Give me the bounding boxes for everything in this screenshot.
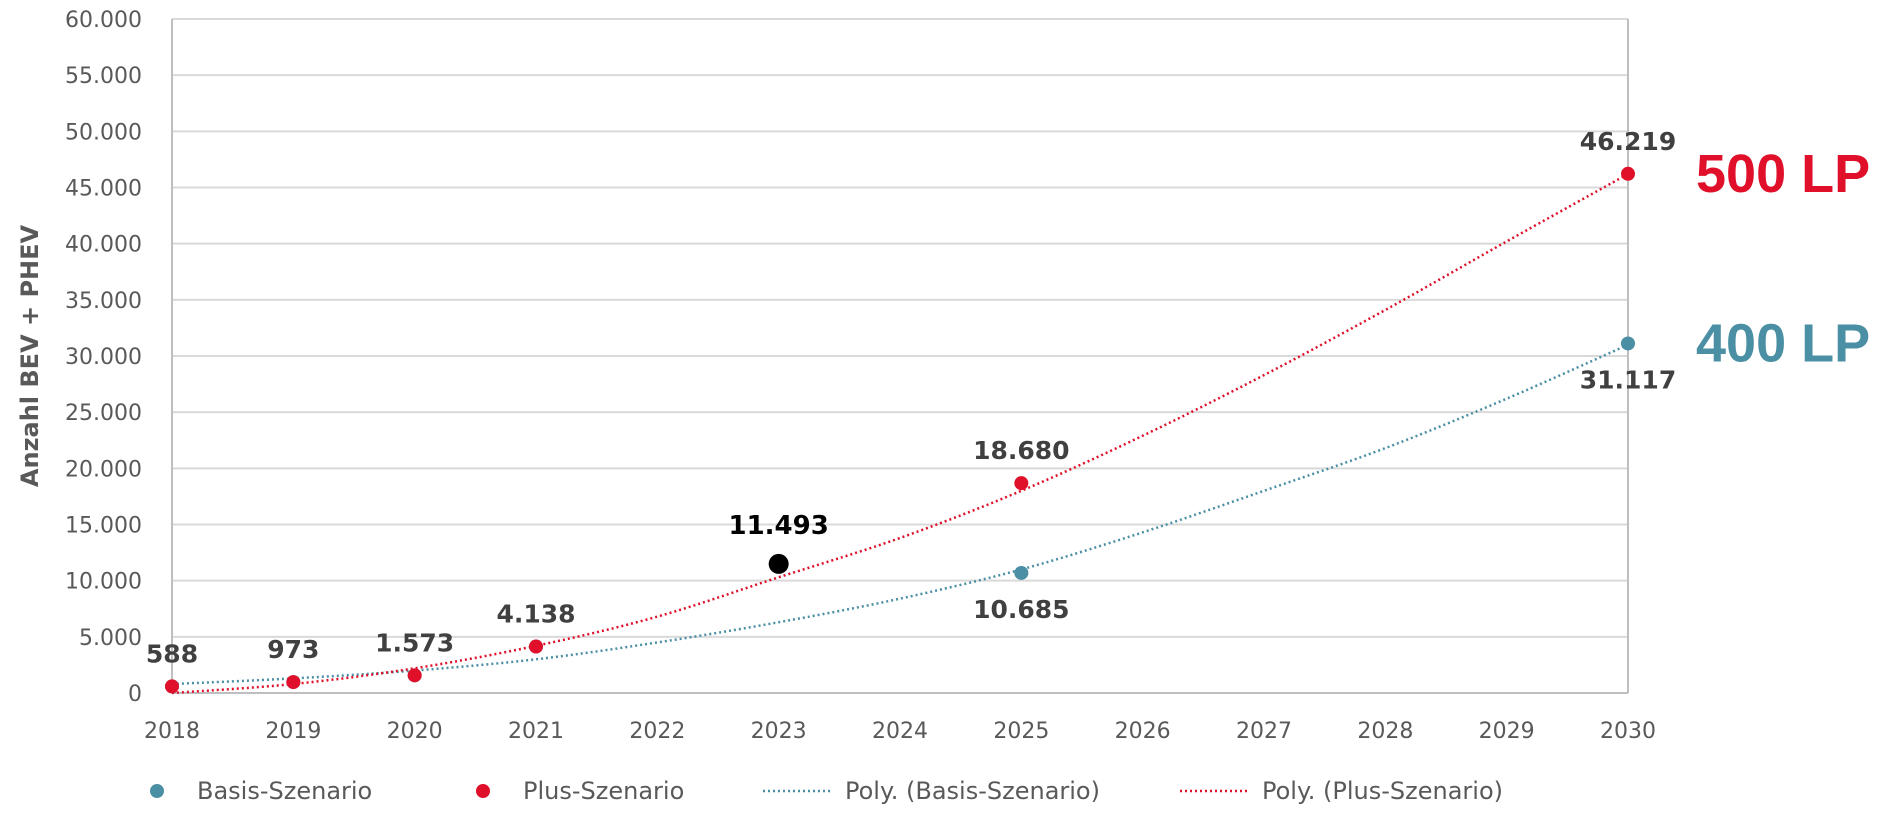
y-tick-label-10: 50.000 [65, 120, 142, 145]
annotation-500-lp: 500 LP [1696, 144, 1870, 204]
data-points [165, 166, 1635, 694]
annotations: 500 LP 400 LP [1696, 144, 1870, 374]
y-tick-label-5: 25.000 [65, 401, 142, 426]
trendlines [171, 172, 1629, 695]
x-tick-labels: 2018 2019 2020 2021 2022 2023 2024 2025 2026 2027… [144, 719, 1656, 744]
data-label-plus-szenario-2021: 4.138 [496, 600, 575, 629]
x-tick-label-2021: 2021 [508, 719, 564, 744]
x-tick-label-2028: 2028 [1357, 719, 1413, 744]
point-plus-szenario-2025 [1014, 476, 1029, 491]
point-plus-szenario-2021 [529, 639, 543, 654]
x-tick-label-2020: 2020 [387, 719, 443, 744]
y-axis-label: Anzahl BEV + PHEV [16, 224, 44, 487]
trendline-poly-plus-szenario [171, 172, 1629, 695]
point-plus-szenario-2020 [407, 668, 422, 683]
y-tick-label-2: 10.000 [65, 570, 142, 595]
point-plus-szenario-2030 [1621, 166, 1635, 181]
legend-label-poly-basis-szenario: Poly. (Basis-Szenario) [845, 777, 1100, 805]
y-tick-label-8: 40.000 [65, 233, 142, 258]
y-tick-label-7: 35.000 [65, 289, 142, 314]
data-label-plus-szenario-2020: 1.573 [375, 628, 454, 657]
x-tick-label-2025: 2025 [993, 719, 1049, 744]
x-tick-label-2023: 2023 [751, 719, 807, 744]
x-tick-label-2029: 2029 [1479, 719, 1535, 744]
point-basis-szenario-2030 [1621, 336, 1635, 351]
highlight-point-label: 11.493 [728, 511, 828, 541]
point-plus-szenario-2018 [165, 679, 179, 694]
x-tick-label-2024: 2024 [872, 719, 928, 744]
legend-label-plus-szenario: Plus-Szenario [523, 777, 684, 805]
data-label-basis-szenario-2030: 31.117 [1580, 365, 1676, 394]
data-label-plus-szenario-2025: 18.680 [973, 436, 1069, 465]
annotation-400-lp: 400 LP [1696, 313, 1870, 373]
point-plus-szenario-2019 [286, 675, 301, 690]
x-tick-label-2019: 2019 [265, 719, 321, 744]
legend-label-poly-plus-szenario: Poly. (Plus-Szenario) [1262, 777, 1503, 805]
x-tick-label-2026: 2026 [1115, 719, 1171, 744]
highlight-point [768, 553, 789, 574]
x-tick-label-2030: 2030 [1600, 719, 1656, 744]
point-basis-szenario-2025 [1014, 565, 1029, 580]
x-tick-label-2018: 2018 [144, 719, 200, 744]
highlight-point-group: 11.493 [728, 511, 829, 574]
y-tick-label-4: 20.000 [65, 457, 142, 482]
legend-marker-plus-szenario [476, 784, 490, 798]
y-tick-label-12: 60.000 [65, 8, 142, 33]
x-tick-label-2027: 2027 [1236, 719, 1292, 744]
data-labels: 588 973 1.573 4.138 18.680 46.219 10.685 31.117 [146, 127, 1676, 669]
data-label-plus-szenario-2030: 46.219 [1580, 127, 1676, 156]
legend-marker-basis-szenario [150, 784, 164, 798]
y-tick-label-3: 15.000 [65, 514, 142, 539]
data-label-plus-szenario-2018: 588 [146, 639, 198, 668]
x-tick-label-2022: 2022 [629, 719, 685, 744]
legend-label-basis-szenario: Basis-Szenario [197, 777, 372, 805]
y-tick-label-0: 0 [128, 682, 142, 707]
y-tick-label-11: 55.000 [65, 64, 142, 89]
y-tick-label-1: 5.000 [79, 626, 142, 651]
data-label-plus-szenario-2019: 973 [267, 635, 319, 664]
grid-lines [171, 18, 1629, 694]
legend: Basis-Szenario Plus-Szenario Poly. (Basis-… [150, 777, 1503, 805]
y-tick-label-9: 45.000 [65, 177, 142, 202]
data-label-basis-szenario-2025: 10.685 [973, 595, 1069, 624]
y-tick-labels: 0 5.000 10.000 15.000 20.000 25.000 30.000 35.0… [65, 8, 142, 707]
y-tick-label-6: 30.000 [65, 345, 142, 370]
